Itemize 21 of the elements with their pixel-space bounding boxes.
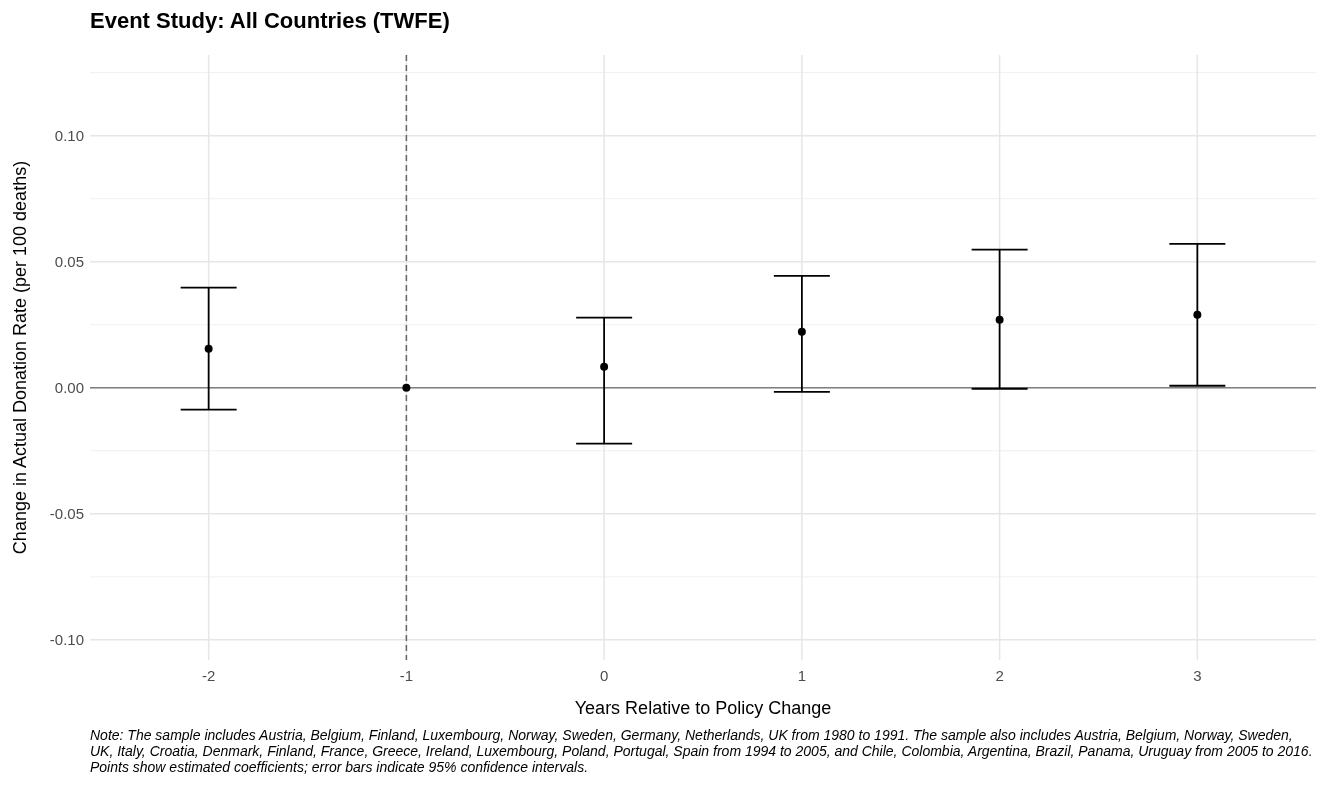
y-tick-label: -0.05 [49,505,84,523]
y-tick-label: 0.00 [54,379,84,396]
point [1193,310,1202,319]
x-tick-label: -2 [201,667,216,685]
chart-title: Event Study: All Countries (TWFE) [90,8,450,33]
text: Note: The sample includes Austria, Belgium, Finland, Luxembourg, Norway, Sweden, Germany, Netherlands, UK from 1980 to 1991. The sample also includes Austria, Belgium, Norway, Sweden, UK, Italy, Croatia, Denmark, Finland, France, Greece, Ireland, Luxembourg, Poland, Portugal, Spain from 1994 to 2005, and Chile, Colombia, Argentina, Brazil, Panama, Uruguay from 2005 to 2016. Points show estimated coefficients; error bars indicate 95% confidence intervals. [90,727,1313,775]
y-axis-title: Change in Actual Donation Rate (per 100 deaths) [10,160,30,555]
x-tick-label: 1 [797,667,807,685]
y-tick-label: 0.10 [54,126,84,144]
point [797,327,806,336]
x-tick-label: 3 [1193,667,1202,685]
x-tick-label: 2 [995,667,1004,685]
point [204,344,213,353]
x-tick-label: -1 [399,667,414,685]
y-tick-label: -0.10 [49,631,84,649]
point [600,362,609,371]
point [402,383,411,392]
x-axis-title: Years Relative to Policy Change [574,698,832,718]
y-tick-label: 0.05 [54,252,84,270]
x-tick-label: 0 [599,667,609,685]
point [995,315,1004,324]
